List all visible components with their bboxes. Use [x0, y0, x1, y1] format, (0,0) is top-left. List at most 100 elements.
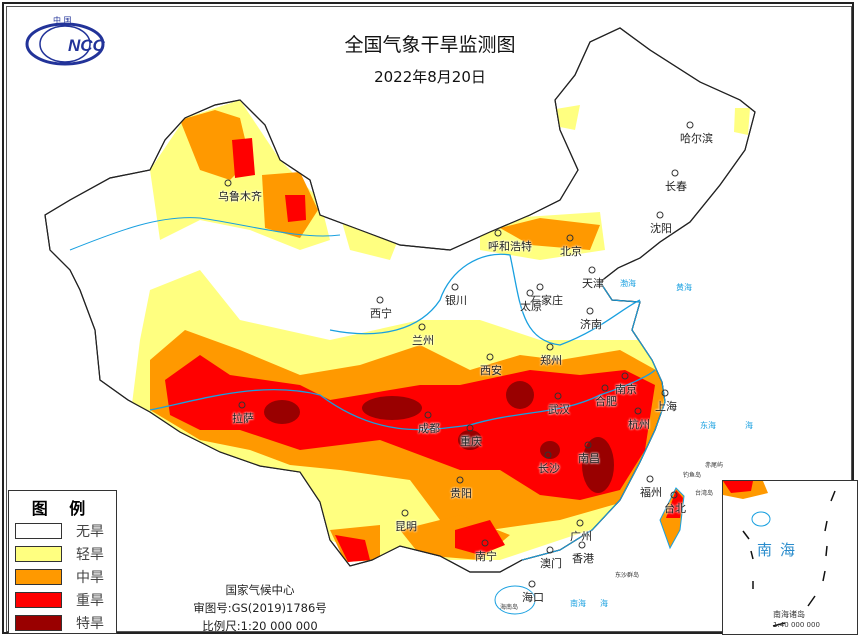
city-label: 南京: [615, 383, 637, 396]
drought-areas: [130, 100, 750, 562]
city-label: 西宁: [370, 307, 392, 320]
svg-text:中 国: 中 国: [53, 15, 72, 25]
ncc-logo: NCC 中 国: [25, 15, 106, 66]
city-marker-icon: [451, 283, 459, 291]
extreme-drought-area: [458, 430, 482, 450]
city-label: 北京: [560, 245, 582, 258]
city-label: 呼和浩特: [488, 240, 532, 253]
extreme-drought-area: [362, 396, 422, 420]
city-label: 沈阳: [650, 222, 672, 235]
city-label: 长春: [665, 180, 687, 193]
city-label: 长沙: [538, 462, 560, 475]
svg-text:NCC: NCC: [68, 36, 106, 55]
legend-label: 特旱: [76, 615, 104, 632]
city-marker-icon: [481, 539, 489, 547]
island-label: 东沙群岛: [615, 572, 640, 579]
island-label: 赤尾屿: [705, 462, 724, 469]
city-marker-icon: [238, 401, 246, 409]
light-drought-area: [550, 105, 580, 130]
inset-scale: 1:40 000 000: [773, 621, 820, 629]
credit-scale: 比例尺:1:20 000 000: [202, 619, 318, 633]
city-marker-icon: [494, 229, 502, 237]
legend-item-severe: 重旱: [15, 588, 116, 611]
legend-label: 无旱: [76, 523, 104, 540]
city-label: 贵阳: [450, 487, 472, 500]
city-label: 广州: [570, 530, 592, 543]
extreme-drought-area: [582, 437, 614, 493]
city-marker-icon: [661, 389, 669, 397]
city-marker-icon: [536, 283, 544, 291]
city-label: 哈尔滨: [680, 132, 713, 145]
island-label: 海南岛: [500, 604, 519, 611]
capital-star-icon: [566, 234, 574, 242]
city-label: 澳门: [540, 557, 562, 570]
city-marker-icon: [546, 546, 554, 554]
city-marker-icon: [554, 392, 562, 400]
inset-sea-label: 南海: [757, 541, 804, 559]
legend-swatch: [15, 614, 62, 631]
city-label: 乌鲁木齐: [218, 190, 262, 203]
city-marker-icon: [670, 491, 678, 499]
city-label: 南宁: [475, 550, 497, 563]
sea-label: 南海: [570, 599, 586, 608]
city-label: 兰州: [412, 334, 434, 347]
coastline: [521, 281, 666, 561]
city-label: 天津: [582, 277, 604, 290]
legend-label: 重旱: [76, 592, 104, 609]
map-frame: [2, 2, 854, 634]
hainan-island: [494, 585, 536, 615]
legend-swatch: [15, 591, 62, 608]
city-marker-icon: [578, 541, 586, 549]
city-marker-icon: [686, 121, 694, 129]
map-title: 全国气象干旱监测图: [344, 34, 516, 56]
city-marker-icon: [656, 211, 664, 219]
credit-approval: 审图号:GS(2019)1786号: [193, 601, 327, 615]
credit-org: 国家气候中心: [225, 583, 295, 597]
legend-item-moderate: 中旱: [15, 565, 116, 588]
moderate-drought-area: [180, 110, 250, 180]
legend-label: 轻旱: [76, 546, 104, 563]
city-marker-icon: [576, 519, 584, 527]
map-inner-frame: [6, 6, 852, 632]
city-label: 太原: [520, 300, 542, 313]
city-marker-icon: [418, 323, 426, 331]
sea-label: 海: [600, 599, 608, 608]
extreme-drought-area: [506, 381, 534, 409]
city-label: 重庆: [460, 435, 482, 448]
city-marker-icon: [376, 296, 384, 304]
legend-item-extreme: 特旱: [15, 611, 116, 634]
city-marker-icon: [456, 476, 464, 484]
city-label: 南昌: [578, 452, 600, 465]
city-label: 济南: [580, 318, 602, 331]
city-marker-icon: [671, 169, 679, 177]
south-china-sea-inset: 南海 南海诸岛 1:40 000 000: [722, 480, 858, 635]
city-label: 合肥: [595, 395, 617, 408]
taiwan-severe-area: [666, 490, 683, 518]
city-marker-icon: [546, 343, 554, 351]
legend-swatch: [15, 522, 62, 539]
city-label: 武汉: [548, 403, 570, 416]
city-marker-icon: [621, 372, 629, 380]
legend-item-none: 无旱: [15, 519, 116, 542]
river: [69, 217, 341, 251]
inset-caption: 南海诸岛: [773, 610, 805, 619]
legend-item-light: 轻旱: [15, 542, 116, 565]
city-marker-icon: [601, 384, 609, 392]
city-marker-icon: [586, 307, 594, 315]
city-marker-icon: [528, 580, 536, 588]
city-marker-icon: [224, 179, 232, 187]
city-marker-icon: [634, 407, 642, 415]
city-marker-icon: [544, 451, 552, 459]
sea-label: 渤海: [620, 279, 636, 288]
city-marker-icon: [401, 509, 409, 517]
severe-drought-area: [335, 535, 370, 562]
city-marker-icon: [584, 441, 592, 449]
severe-drought-area: [285, 195, 306, 222]
city-marker-icon: [588, 266, 596, 274]
city-marker-icon: [486, 353, 494, 361]
light-drought-area: [734, 108, 750, 135]
city-label: 郑州: [540, 354, 562, 367]
city-marker-icon: [424, 411, 432, 419]
yangtze-river: [149, 369, 656, 431]
